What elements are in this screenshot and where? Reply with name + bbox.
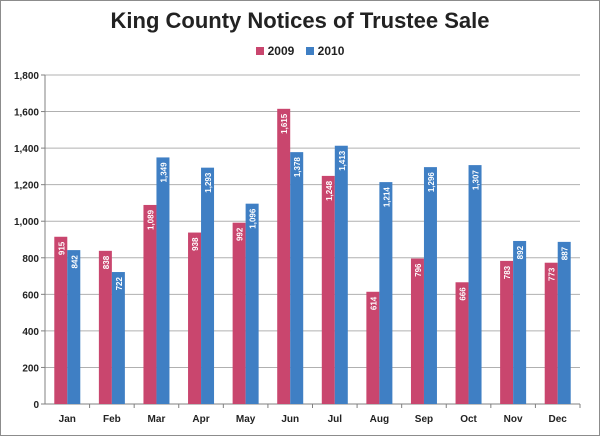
x-tick-label: Dec (549, 414, 568, 425)
bar-2009-sep (410, 258, 424, 404)
bar-2009-mar (143, 204, 157, 404)
data-label-2010-jan: 842 (70, 255, 79, 269)
y-tick-label: 200 (22, 363, 39, 374)
bar-2009-jun (277, 108, 291, 404)
chart-title: King County Notices of Trustee Sale (110, 8, 490, 33)
data-label-2009-dec: 773 (548, 267, 557, 281)
legend-label-2009: 2009 (267, 44, 295, 58)
x-tick-label: Aug (370, 414, 389, 425)
legend-swatch-2010 (305, 47, 314, 55)
legend-item-2009: 2009 (255, 44, 295, 58)
data-label-2009-nov: 783 (503, 265, 512, 279)
data-label-2009-sep: 796 (414, 263, 423, 277)
bar-2010-jan (67, 250, 81, 404)
bar-2010-sep (423, 167, 437, 404)
data-label-2010-dec: 887 (561, 246, 570, 260)
y-tick-label: 1,800 (14, 71, 39, 82)
bar-2009-jul (321, 175, 335, 404)
data-label-2009-aug: 614 (369, 296, 378, 310)
data-label-2009-feb: 838 (102, 255, 111, 269)
y-tick-label: 1,600 (14, 108, 39, 119)
data-label-2009-apr: 938 (191, 237, 200, 251)
data-label-2009-mar: 1,089 (146, 209, 155, 230)
x-tick-label: Feb (103, 414, 121, 425)
data-label-2010-may: 1,096 (249, 208, 258, 229)
data-label-2010-apr: 1,293 (204, 172, 213, 193)
legend: 2009 2010 (0, 44, 600, 58)
bar-2009-jan (54, 236, 68, 404)
x-tick-label: Mar (148, 414, 166, 425)
x-tick-label: Apr (192, 414, 209, 425)
bar-2010-oct (468, 165, 482, 404)
legend-swatch-2009 (255, 47, 264, 55)
data-label-2010-oct: 1,307 (472, 170, 481, 191)
x-tick-label: Sep (415, 414, 433, 425)
bar-2010-may (245, 203, 259, 404)
bar-2010-feb (111, 272, 125, 404)
y-tick-label: 0 (33, 400, 39, 411)
y-tick-label: 600 (22, 290, 39, 301)
bar-2009-may (232, 222, 246, 404)
bar-2009-oct (455, 282, 469, 404)
bar-2010-mar (156, 157, 170, 404)
bar-2009-dec (544, 262, 558, 404)
x-tick-label: Jan (59, 414, 76, 425)
data-label-2010-feb: 722 (115, 276, 124, 290)
x-tick-label: May (236, 414, 256, 425)
bar-2009-aug (366, 291, 380, 404)
data-label-2010-jul: 1,413 (338, 150, 347, 171)
data-label-2009-jan: 915 (57, 241, 66, 255)
y-tick-label: 400 (22, 327, 39, 338)
x-tick-label: Jun (281, 414, 299, 425)
data-label-2010-aug: 1,214 (382, 187, 391, 208)
data-label-2009-oct: 666 (459, 287, 468, 301)
data-label-2010-sep: 1,296 (427, 172, 436, 193)
legend-item-2010: 2010 (305, 44, 345, 58)
bar-2010-apr (201, 167, 215, 404)
x-tick-label: Nov (504, 414, 523, 425)
bar-2010-nov (513, 240, 527, 404)
y-tick-label: 1,400 (14, 144, 39, 155)
y-tick-label: 800 (22, 254, 39, 265)
bar-2009-nov (500, 260, 514, 404)
data-label-2010-jun: 1,378 (293, 157, 302, 178)
x-tick-label: Oct (460, 414, 477, 425)
y-tick-label: 1,000 (14, 217, 39, 228)
bar-2009-apr (188, 232, 202, 404)
y-tick-label: 1,200 (14, 181, 39, 192)
data-label-2010-mar: 1,349 (159, 162, 168, 183)
data-label-2009-jul: 1,248 (325, 180, 334, 201)
legend-label-2010: 2010 (317, 44, 345, 58)
bar-2010-jun (290, 152, 304, 404)
data-label-2010-nov: 892 (516, 245, 525, 259)
data-label-2009-may: 992 (236, 227, 245, 241)
bar-2010-jul (334, 145, 348, 405)
x-tick-label: Jul (328, 414, 343, 425)
bar-2010-dec (557, 241, 571, 404)
data-label-2009-jun: 1,615 (280, 113, 289, 134)
bar-2009-feb (98, 250, 112, 404)
bar-2010-aug (379, 182, 393, 404)
